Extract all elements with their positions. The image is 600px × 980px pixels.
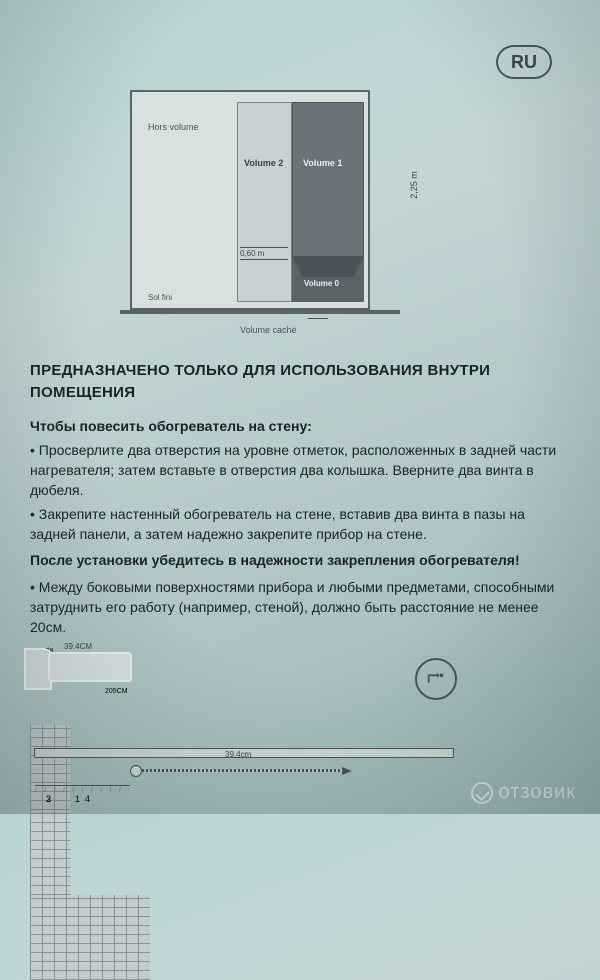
bold-notice: После установки убедитесь в надежности з… xyxy=(30,550,570,570)
panel-3: 3 xyxy=(30,810,70,895)
manual-page: RU Hors volume Volume 2 Volume 1 Volume … xyxy=(0,0,600,814)
panel1-height: 205CM xyxy=(105,688,128,695)
bullet-1: • Просверлите два отверстия на уровне от… xyxy=(30,440,570,501)
volume-2-zone: Volume 2 xyxy=(237,102,292,302)
dim-225m: 2,25 m xyxy=(409,171,419,199)
panel-4: 4 xyxy=(30,895,150,980)
volume-1-label: Volume 1 xyxy=(303,158,342,168)
language-badge: RU xyxy=(496,45,552,79)
watermark: отзовик xyxy=(471,781,576,804)
dim-060m: 0,60 m xyxy=(240,247,288,260)
main-heading: ПРЕДНАЗНАЧЕНО ТОЛЬКО ДЛЯ ИСПОЛЬЗОВАНИЯ В… xyxy=(30,360,570,404)
screw-tip xyxy=(342,767,352,775)
panel1-width: 39.4CM xyxy=(64,642,92,651)
bullet-3: • Между боковыми поверхностями прибора и… xyxy=(30,577,570,638)
hors-volume-label: Hors volume xyxy=(148,122,199,132)
screw-illustration xyxy=(130,768,360,774)
watermark-text: отзовик xyxy=(499,781,576,804)
volume-1-zone: Volume 1 xyxy=(292,102,364,257)
panel-number-3: 3 xyxy=(46,794,51,804)
bullet-2: • Закрепите настенный обогреватель на ст… xyxy=(30,504,570,545)
sub-heading: Чтобы повесить обогреватель на стену: xyxy=(30,416,570,436)
diagram-frame: Hors volume Volume 2 Volume 1 Volume 0 0… xyxy=(130,90,370,310)
detail-circle xyxy=(415,658,457,700)
screw-head xyxy=(130,765,142,777)
volume-cache-label: Volume caché xyxy=(240,325,297,335)
volume-0-zone: Volume 0 xyxy=(292,257,364,302)
watermark-icon xyxy=(471,782,493,804)
volume-0-label: Volume 0 xyxy=(304,279,339,288)
screw-thread xyxy=(142,769,342,772)
instructions-text: ПРЕДНАЗНАЧЕНО ТОЛЬКО ДЛЯ ИСПОЛЬЗОВАНИЯ В… xyxy=(30,360,570,640)
installation-diagram: Ø8 39.4CM 205CM / / / / / / / / / / 1 2 … xyxy=(30,640,570,790)
bracket-icon xyxy=(425,668,447,690)
heater-front xyxy=(48,652,132,682)
rail-dimension: 39.4cm xyxy=(225,750,251,759)
volume-cache-leader xyxy=(308,318,328,319)
floor-line xyxy=(120,310,400,314)
sol-fini-label: Sol fini xyxy=(148,293,172,302)
volume-2-label: Volume 2 xyxy=(244,158,283,168)
panel-number-4: 4 xyxy=(85,794,90,804)
volume-diagram: Hors volume Volume 2 Volume 1 Volume 0 0… xyxy=(120,90,420,350)
ground-line xyxy=(35,785,130,786)
panel-number-1: 1 xyxy=(75,794,80,804)
